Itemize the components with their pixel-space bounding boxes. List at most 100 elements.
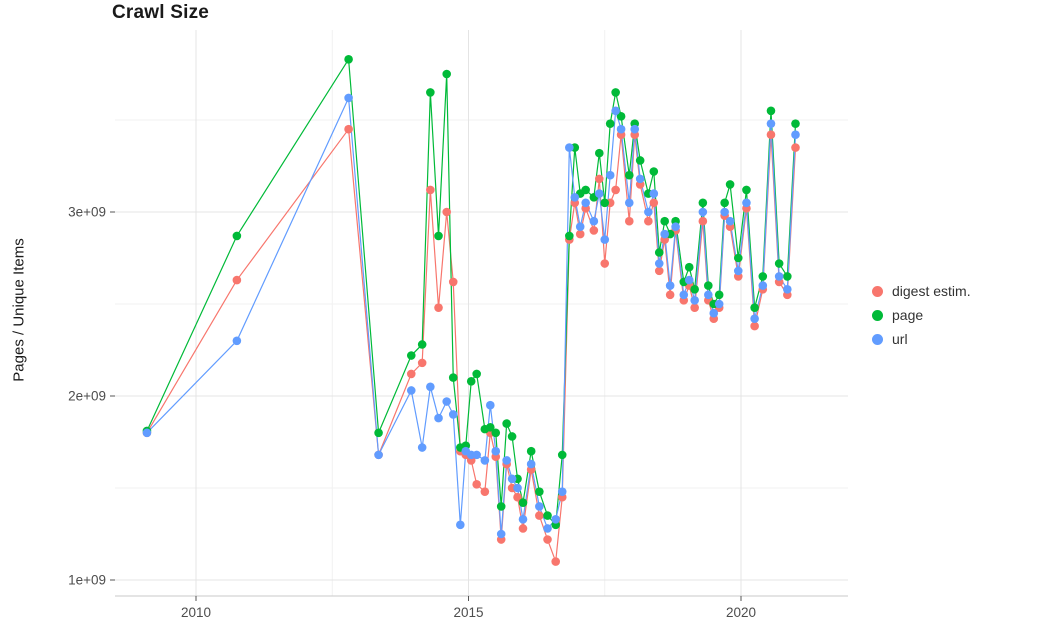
y-tick-label: 3e+09 (68, 205, 106, 220)
data-point-series-1 (624, 170, 634, 180)
legend-item-0: digest estim. (872, 283, 971, 299)
data-point-series-1 (649, 167, 659, 176)
data-point-series-0 (426, 185, 435, 195)
legend-label: url (892, 331, 908, 347)
data-point-series-2 (725, 216, 735, 226)
data-point-series-0 (750, 321, 759, 331)
data-point-series-0 (434, 303, 443, 312)
data-point-series-2 (526, 459, 536, 469)
legend-key-dot-icon (872, 333, 883, 345)
y-tick-label: 1e+09 (68, 573, 106, 588)
data-point-series-2 (690, 296, 699, 305)
data-point-series-1 (774, 259, 784, 268)
data-point-series-0 (654, 266, 664, 276)
data-point-series-1 (725, 180, 735, 189)
x-tick-label: 2020 (726, 605, 756, 620)
data-point-series-0 (575, 229, 585, 239)
data-point-series-1 (791, 119, 800, 128)
data-point-series-1 (684, 262, 694, 272)
data-point-series-2 (624, 198, 634, 208)
data-point-series-0 (535, 511, 544, 520)
data-point-series-0 (472, 480, 481, 489)
data-point-series-2 (671, 222, 680, 232)
data-point-series-1 (720, 198, 729, 208)
data-point-series-2 (660, 229, 669, 239)
data-point-series-1 (595, 148, 604, 158)
data-point-series-2 (733, 266, 743, 276)
data-point-series-2 (783, 284, 792, 294)
data-point-series-0 (766, 130, 776, 140)
data-point-series-2 (442, 397, 452, 406)
data-point-series-1 (616, 112, 626, 121)
data-point-series-1 (565, 231, 574, 241)
data-point-series-2 (513, 483, 522, 493)
legend-item-2: url (872, 331, 971, 347)
data-point-series-0 (624, 216, 634, 226)
data-point-series-0 (543, 535, 552, 544)
data-point-series-2 (766, 119, 776, 128)
data-point-series-0 (611, 185, 620, 195)
data-point-series-1 (472, 369, 481, 379)
data-point-series-1 (543, 511, 552, 520)
data-point-series-2 (565, 143, 574, 152)
data-point-series-1 (406, 351, 416, 360)
data-point-series-1 (518, 498, 528, 508)
data-point-series-0 (417, 358, 427, 368)
data-point-series-0 (690, 303, 699, 312)
data-point-series-1 (507, 432, 517, 441)
data-point-series-1 (502, 419, 511, 428)
data-point-series-2 (575, 222, 585, 232)
data-point-series-1 (714, 290, 724, 300)
data-point-series-1 (344, 54, 353, 64)
data-point-series-0 (551, 557, 560, 566)
data-point-series-2 (665, 281, 675, 290)
data-point-series-1 (704, 281, 713, 290)
data-point-series-1 (434, 231, 443, 241)
data-point-series-2 (611, 106, 620, 116)
data-point-series-2 (709, 308, 719, 318)
data-point-series-0 (518, 524, 528, 533)
data-point-series-2 (605, 170, 615, 180)
data-point-series-0 (480, 487, 490, 496)
data-point-series-1 (766, 106, 776, 116)
data-point-series-1 (758, 272, 768, 281)
data-point-series-0 (698, 216, 708, 226)
data-point-series-2 (635, 174, 645, 184)
data-point-series-1 (690, 284, 699, 294)
data-point-series-1 (417, 340, 427, 349)
data-point-series-1 (611, 88, 620, 97)
data-point-series-2 (714, 299, 724, 309)
data-point-series-2 (142, 428, 152, 438)
data-point-series-2 (496, 529, 506, 539)
data-point-series-1 (660, 216, 669, 226)
data-point-series-2 (502, 456, 511, 465)
data-point-series-2 (570, 192, 580, 202)
data-point-series-2 (434, 413, 443, 423)
data-point-series-1 (442, 69, 452, 79)
data-point-series-1 (581, 185, 590, 195)
data-point-series-2 (374, 450, 383, 460)
data-point-series-2 (684, 275, 694, 285)
data-point-series-0 (644, 216, 653, 226)
data-point-series-2 (507, 474, 517, 484)
data-point-series-2 (595, 189, 604, 198)
data-point-series-0 (406, 369, 416, 379)
data-point-series-2 (472, 450, 481, 460)
data-point-series-2 (535, 502, 544, 511)
data-point-series-2 (698, 207, 708, 217)
data-point-series-2 (600, 235, 610, 244)
data-point-series-2 (456, 520, 465, 530)
legend-label: page (892, 307, 924, 323)
series-line-0 (146, 127, 797, 562)
data-point-series-2 (551, 514, 560, 524)
data-point-series-2 (426, 382, 435, 392)
data-point-series-2 (654, 259, 664, 268)
data-point-series-0 (448, 277, 458, 287)
data-point-series-2 (581, 198, 590, 208)
data-point-series-2 (616, 124, 626, 134)
data-point-series-2 (491, 446, 501, 456)
legend-item-1: page (872, 307, 971, 323)
legend-key-dot-icon (872, 285, 883, 297)
legend-label: digest estim. (892, 283, 971, 299)
y-tick-label: 2e+09 (68, 389, 106, 404)
